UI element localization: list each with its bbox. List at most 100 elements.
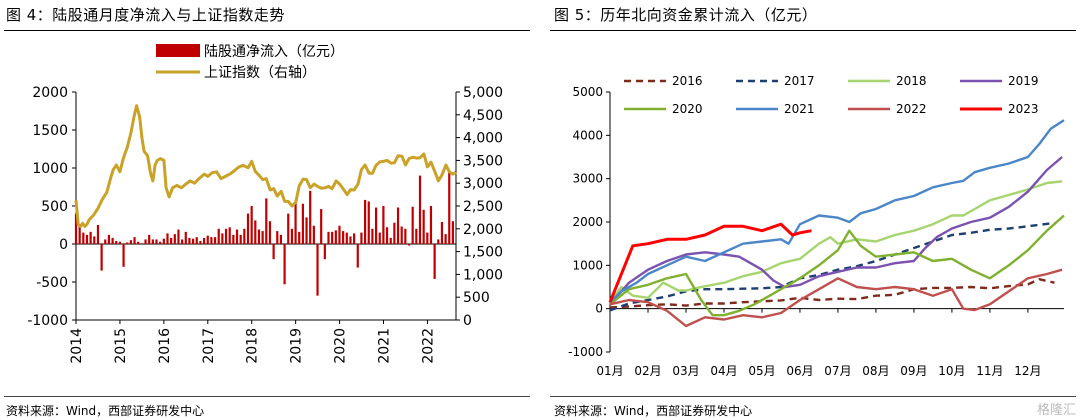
inflow-bar — [85, 234, 89, 244]
inflow-bar — [323, 244, 326, 260]
inflow-bar — [404, 228, 407, 244]
right-source: 资料来源：Wind，西部证券研发中心 — [554, 404, 753, 418]
right-figure-title: 图 5：历年北向资金累计流入（亿元） — [554, 6, 818, 24]
right-axis-tick-label: 500 — [463, 290, 490, 306]
inflow-bar — [144, 239, 147, 244]
inflow-bar — [107, 234, 111, 244]
left-axis-tick-label: -500 — [36, 275, 68, 291]
inflow-bar — [213, 237, 217, 244]
legend-label-2023: 2023 — [1008, 102, 1039, 116]
right-source-rule — [550, 396, 1076, 397]
right-axis-tick-label: 4,000 — [463, 131, 503, 147]
y-axis-tick-label: 5000 — [572, 85, 603, 99]
inflow-bar — [177, 229, 180, 244]
inflow-bar — [393, 222, 396, 244]
x-axis-tick-label: 09月 — [900, 364, 927, 378]
inflow-bar — [389, 237, 392, 244]
series-line-2017 — [609, 221, 1055, 312]
legend-swatch-bar — [156, 44, 200, 57]
inflow-bar — [345, 232, 348, 244]
inflow-bar — [257, 229, 261, 244]
right-title-rule — [550, 30, 1076, 31]
right-axis-tick-label: 4,500 — [463, 108, 503, 124]
inflow-bar — [93, 236, 96, 244]
inflow-bar — [243, 228, 246, 244]
right-axis-tick-label: 1,000 — [463, 267, 503, 283]
inflow-bar — [334, 230, 337, 244]
inflow-bar — [224, 228, 228, 244]
inflow-bar — [96, 225, 100, 244]
inflow-bar — [422, 209, 425, 244]
inflow-bar — [378, 232, 381, 244]
inflow-bar — [363, 199, 367, 244]
inflow-bar — [235, 229, 239, 244]
left-axis-tick-label: -1000 — [27, 313, 68, 329]
inflow-bar — [228, 227, 231, 244]
inflow-bar — [320, 209, 323, 244]
inflow-bar — [206, 235, 209, 244]
inflow-bar — [331, 231, 334, 244]
x-axis-tick-label: 04月 — [710, 364, 737, 378]
inflow-bar — [396, 207, 400, 244]
inflow-bar — [426, 232, 429, 244]
inflow-bar — [239, 234, 242, 244]
legend-label-line: 上证指数（右轴） — [204, 65, 316, 81]
inflow-bar — [166, 233, 169, 244]
inflow-bar — [400, 226, 403, 244]
left-axis-tick-label: 0 — [59, 237, 68, 253]
inflow-bar — [78, 225, 81, 244]
legend-label-2020: 2020 — [672, 102, 703, 116]
inflow-bar — [221, 233, 224, 244]
inflow-bar — [301, 203, 304, 244]
inflow-bar — [115, 240, 118, 244]
inflow-bar — [104, 239, 107, 244]
x-axis-tick-label: 2022 — [420, 328, 436, 364]
left-chart: -1000 -500 0 500 1000 1500 2000 0 500 1,000 1,500 2… — [27, 44, 503, 364]
inflow-bar — [188, 237, 191, 244]
x-axis-tick-label: 2018 — [245, 328, 261, 364]
inflow-bar — [385, 227, 389, 244]
left-title-rule — [4, 30, 530, 31]
inflow-bar — [129, 240, 132, 244]
y-axis-tick-label: 4000 — [572, 128, 603, 142]
inflow-bar — [137, 241, 140, 244]
series-line-2016 — [609, 278, 1055, 309]
inflow-bar — [210, 237, 213, 244]
watermark-logo: 格隆汇 — [1036, 403, 1076, 418]
inflow-bar — [265, 198, 268, 244]
inflow-bar — [374, 207, 378, 244]
inflow-bar — [181, 239, 184, 244]
inflow-bar — [437, 239, 440, 244]
inflow-bar — [261, 231, 264, 244]
inflow-bar — [74, 213, 78, 244]
inflow-bar — [155, 239, 158, 244]
x-axis-tick-label: 12月 — [1014, 364, 1041, 378]
inflow-bar — [82, 232, 85, 244]
inflow-bar — [294, 200, 297, 244]
left-source: 资料来源：Wind，西部证券研发中心 — [6, 404, 205, 418]
inflow-bar — [440, 221, 444, 244]
y-axis-tick-label: 1000 — [572, 258, 603, 272]
left-axis-tick-label: 1500 — [32, 123, 68, 139]
inflow-bar — [415, 228, 418, 244]
series-line-2019 — [609, 156, 1063, 306]
left-source-rule — [4, 396, 530, 397]
series-line-2021 — [609, 119, 1065, 304]
inflow-bar — [159, 241, 162, 244]
right-axis-tick-label: 2,500 — [463, 199, 503, 215]
inflow-bar — [444, 234, 447, 244]
inflow-bar — [195, 237, 198, 244]
inflow-bar — [316, 244, 319, 296]
right-axis-tick-label: 5,000 — [463, 85, 503, 101]
inflow-bar — [312, 225, 315, 244]
x-axis-tick-label: 06月 — [786, 364, 813, 378]
inflow-bar — [217, 228, 220, 244]
inflow-bar — [122, 244, 125, 267]
legend-label-2022: 2022 — [896, 102, 927, 116]
inflow-bar — [272, 244, 275, 260]
inflow-bar — [290, 228, 294, 244]
index-line — [74, 104, 457, 228]
series-line-2018 — [609, 180, 1063, 303]
inflow-bar — [162, 238, 165, 244]
left-figure-title: 图 4：陆股通月度净流入与上证指数走势 — [6, 6, 285, 24]
